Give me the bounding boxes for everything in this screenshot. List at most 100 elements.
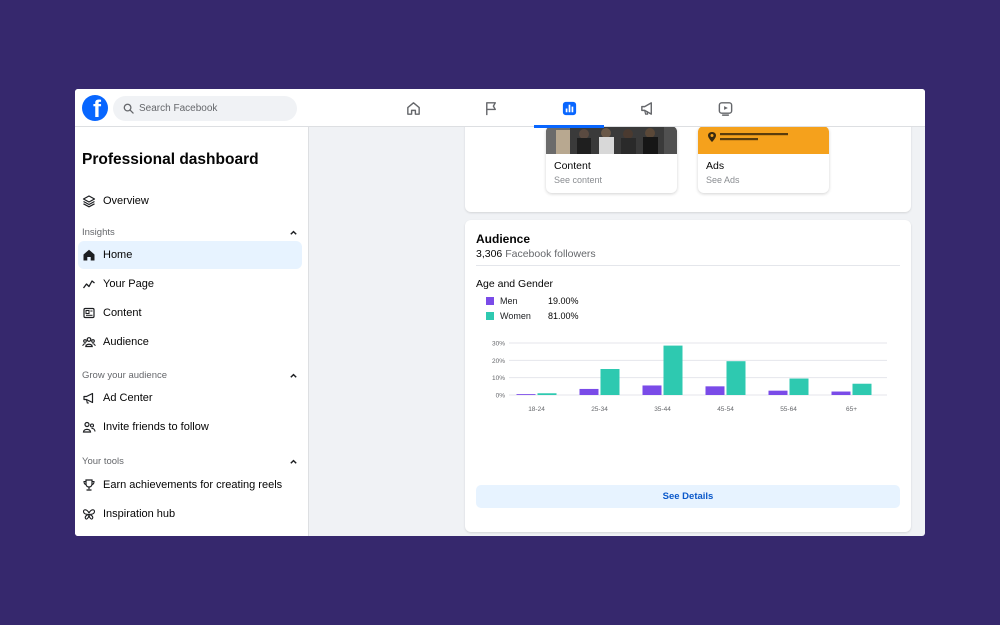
bar-women-55-64[interactable] xyxy=(789,378,809,395)
legend-swatch xyxy=(486,297,494,305)
sidebar-item-invite-friends[interactable]: Invite friends to follow xyxy=(78,413,302,441)
bar-women-35-44[interactable] xyxy=(663,345,683,395)
legend-label: Men xyxy=(500,296,518,306)
sidebar-item-content[interactable]: Content xyxy=(78,299,302,327)
butterfly-icon xyxy=(82,509,96,520)
tile-subtitle: See Ads xyxy=(706,175,740,185)
bar-women-45-54[interactable] xyxy=(726,361,746,395)
layers-icon xyxy=(82,195,96,208)
audience-card: Audience 3,306 Facebook followers Age an… xyxy=(465,220,911,532)
search-icon xyxy=(123,103,134,114)
insights-icon xyxy=(562,101,576,115)
sidebar-item-inspiration-hub[interactable]: Inspiration hub xyxy=(78,500,302,528)
bar-men-25-34[interactable] xyxy=(579,388,599,395)
section-header-your-tools[interactable]: Your tools xyxy=(82,456,298,467)
follower-count-value: 3,306 xyxy=(476,248,503,260)
bar-men-45-54[interactable] xyxy=(705,386,725,395)
sidebar-item-overview[interactable]: Overview xyxy=(78,187,302,215)
chevron-up-icon xyxy=(290,373,297,378)
bar-men-55-64[interactable] xyxy=(768,390,788,395)
add-person-icon xyxy=(82,421,96,433)
sidebar-item-label: Ad Center xyxy=(103,392,153,404)
y-tick-label: 30% xyxy=(492,341,505,348)
legend-value: 19.00% xyxy=(548,296,579,306)
sidebar-item-achievements[interactable]: Earn achievements for creating reels xyxy=(78,471,302,499)
nav-tab-insights[interactable] xyxy=(534,89,604,128)
section-header-grow-audience[interactable]: Grow your audience xyxy=(82,370,298,381)
nav-tab-video[interactable] xyxy=(690,89,760,127)
content-tile[interactable]: Content See content xyxy=(546,126,677,193)
section-label: Grow your audience xyxy=(82,370,168,381)
sidebar-item-audience[interactable]: Audience xyxy=(78,328,302,356)
flag-icon xyxy=(485,101,496,115)
legend-item-men: Men 19.00% xyxy=(486,295,579,307)
search-box[interactable] xyxy=(113,96,297,121)
tile-subtitle: See content xyxy=(554,175,603,185)
content-thumbnail-image xyxy=(546,126,677,154)
bar-men-35-44[interactable] xyxy=(642,385,662,395)
bar-men-65+[interactable] xyxy=(831,391,851,395)
section-label: Insights xyxy=(82,227,115,238)
sidebar-item-label: Content xyxy=(103,307,142,319)
bar-women-18-24[interactable] xyxy=(537,393,557,395)
bar-men-18-24[interactable] xyxy=(516,394,536,395)
trophy-icon xyxy=(83,479,95,491)
nav-tab-pages[interactable] xyxy=(456,89,526,127)
sidebar-item-label: Invite friends to follow xyxy=(103,421,209,433)
follower-count: 3,306 Facebook followers xyxy=(476,248,596,260)
content-icon xyxy=(83,307,95,319)
logo-letter: f xyxy=(93,96,101,122)
facebook-logo[interactable]: f xyxy=(82,95,108,121)
nav-tab-home[interactable] xyxy=(378,89,448,127)
ads-thumbnail-image xyxy=(698,126,829,154)
sidebar-item-label: Earn achievements for creating reels xyxy=(103,479,283,491)
x-tick-label: 18-24 xyxy=(528,406,545,413)
sidebar-item-label: Home xyxy=(103,249,133,261)
app-window: f Professional dashboard Overview Insigh xyxy=(75,89,925,536)
home-icon xyxy=(406,101,420,115)
sidebar-item-label: Overview xyxy=(103,195,149,207)
legend-label: Women xyxy=(500,311,531,321)
divider xyxy=(476,265,900,266)
see-details-button[interactable]: See Details xyxy=(476,485,900,508)
follower-count-label: Facebook followers xyxy=(505,248,596,260)
trend-line-icon xyxy=(82,280,95,289)
home-filled-icon xyxy=(83,249,95,261)
x-tick-label: 65+ xyxy=(846,406,857,413)
megaphone-icon xyxy=(640,101,652,115)
video-icon xyxy=(718,101,732,116)
sidebar-item-label: Your Page xyxy=(103,278,154,290)
y-tick-label: 0% xyxy=(496,393,506,400)
tile-title: Ads xyxy=(706,160,725,172)
legend-swatch xyxy=(486,312,494,320)
sidebar-item-label: Audience xyxy=(103,336,149,348)
page-title: Professional dashboard xyxy=(82,151,259,168)
audience-title: Audience xyxy=(476,232,531,246)
top-navigation-bar: f xyxy=(75,89,925,128)
section-header-insights[interactable]: Insights xyxy=(82,227,298,238)
sidebar-item-label: Inspiration hub xyxy=(103,508,176,520)
x-tick-label: 25-34 xyxy=(591,406,608,413)
sidebar: Professional dashboard Overview Insights… xyxy=(75,127,309,536)
ads-tile[interactable]: Ads See Ads xyxy=(698,126,829,193)
bar-women-25-34[interactable] xyxy=(600,369,620,395)
section-label: Your tools xyxy=(82,456,124,467)
x-tick-label: 35-44 xyxy=(654,406,671,413)
sidebar-item-home[interactable]: Home xyxy=(78,241,302,269)
legend-value: 81.00% xyxy=(548,311,579,321)
megaphone-icon xyxy=(83,392,94,404)
sidebar-item-your-page[interactable]: Your Page xyxy=(78,270,302,298)
age-gender-bar-chart: 0% 10% 20% 30% 18-24 25-34 35-44 45-54 55-64 65+ xyxy=(492,341,887,413)
nav-tab-ads[interactable] xyxy=(612,89,682,127)
x-tick-label: 55-64 xyxy=(780,406,797,413)
search-input[interactable] xyxy=(139,103,289,114)
age-gender-title: Age and Gender xyxy=(476,278,554,290)
x-tick-label: 45-54 xyxy=(717,406,734,413)
bar-women-65+[interactable] xyxy=(852,383,872,395)
y-tick-label: 20% xyxy=(492,358,505,365)
chevron-up-icon xyxy=(290,230,297,235)
chevron-up-icon xyxy=(290,459,297,464)
tile-title: Content xyxy=(554,160,591,172)
y-tick-label: 10% xyxy=(492,375,505,382)
sidebar-item-ad-center[interactable]: Ad Center xyxy=(78,384,302,412)
